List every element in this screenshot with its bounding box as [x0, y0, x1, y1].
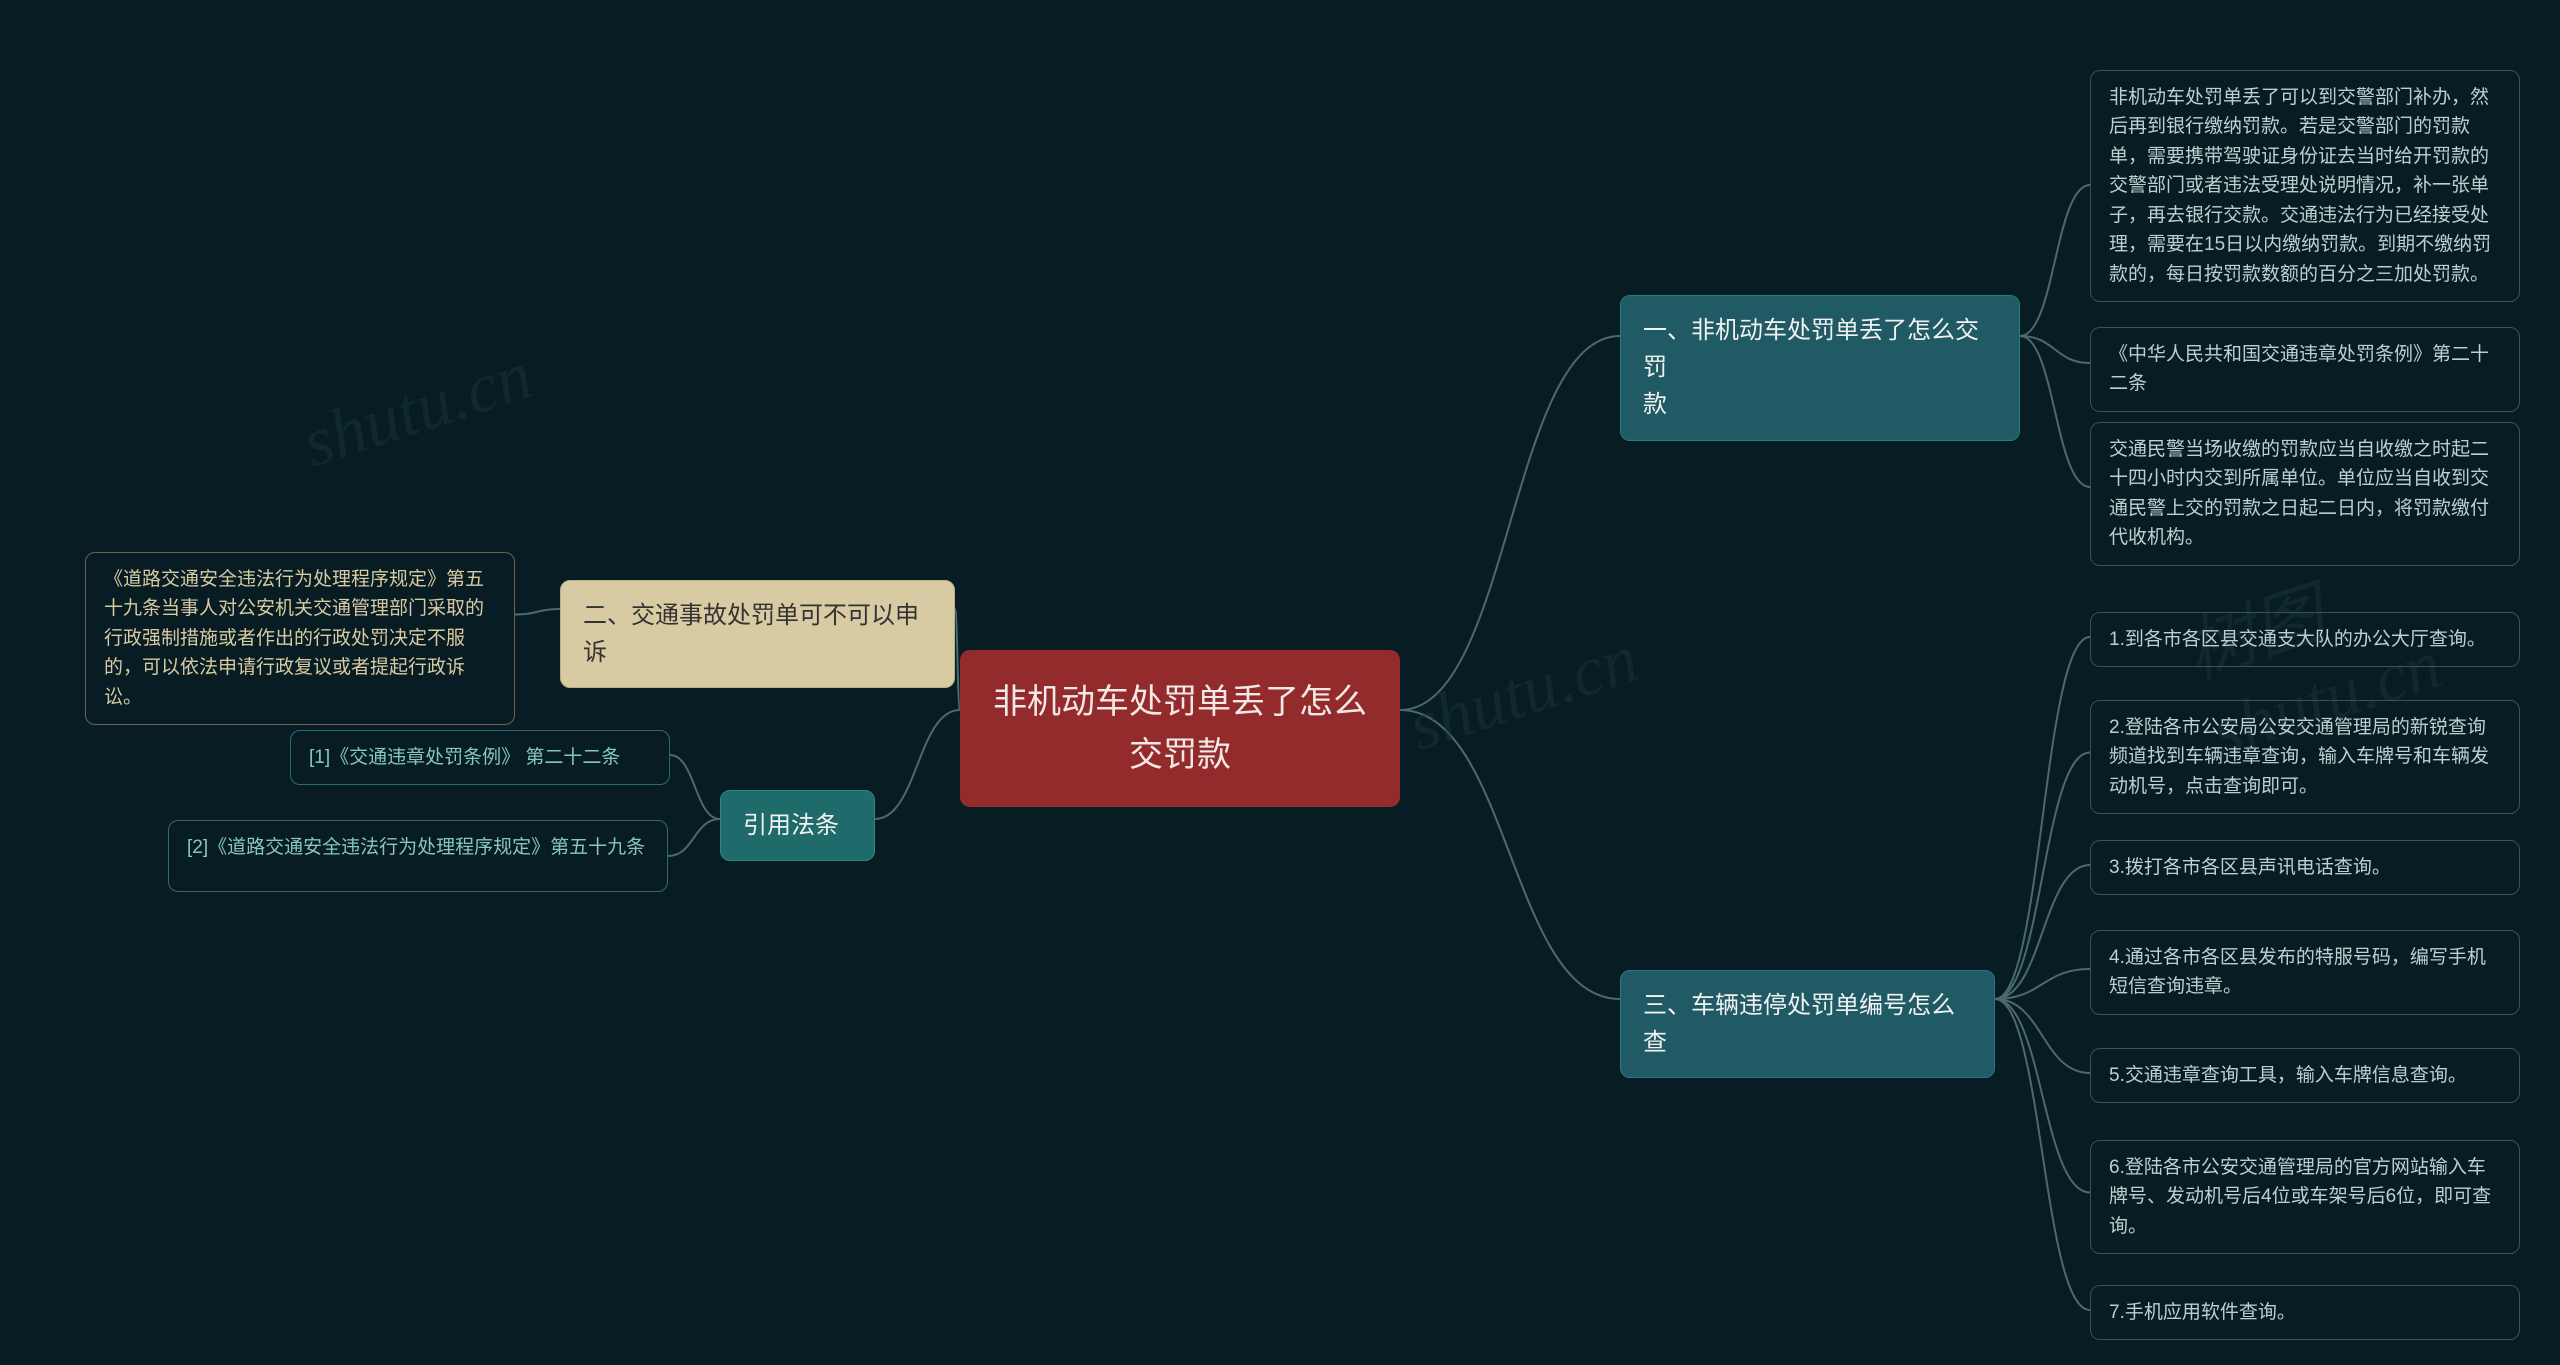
leaf-node[interactable]: 非机动车处罚单丢了可以到交警部门补办，然后再到银行缴纳罚款。若是交警部门的罚款单… [2090, 70, 2520, 302]
branch-node[interactable]: 一、非机动车处罚单丢了怎么交罚 款 [1620, 295, 2020, 441]
leaf-node[interactable]: 5.交通违章查询工具，输入车牌信息查询。 [2090, 1048, 2520, 1103]
leaf-node[interactable]: 7.手机应用软件查询。 [2090, 1285, 2520, 1340]
leaf-node[interactable]: 《中华人民共和国交通违章处罚条例》第二十二条 [2090, 327, 2520, 412]
root-node[interactable]: 非机动车处罚单丢了怎么 交罚款 [960, 650, 1400, 807]
leaf-node[interactable]: 4.通过各市各区县发布的特服号码，编写手机短信查询违章。 [2090, 930, 2520, 1015]
leaf-node[interactable]: 1.到各市各区县交通支大队的办公大厅查询。 [2090, 612, 2520, 667]
branch-node[interactable]: 三、车辆违停处罚单编号怎么查 [1620, 970, 1995, 1078]
mindmap-canvas: shutu.cn树图 shutu.cn树图 shutu.cn非机动车处罚单丢了怎… [0, 0, 2560, 1365]
branch-node[interactable]: 引用法条 [720, 790, 875, 861]
branch-node[interactable]: 二、交通事故处罚单可不可以申诉 [560, 580, 955, 688]
leaf-node[interactable]: [2]《道路交通安全违法行为处理程序规定》第五十九条 [168, 820, 668, 892]
leaf-node[interactable]: 3.拨打各市各区县声讯电话查询。 [2090, 840, 2520, 895]
leaf-node[interactable]: 交通民警当场收缴的罚款应当自收缴之时起二十四小时内交到所属单位。单位应当自收到交… [2090, 422, 2520, 566]
leaf-node[interactable]: [1]《交通违章处罚条例》 第二十二条 [290, 730, 670, 785]
watermark: shutu.cn [293, 336, 541, 485]
leaf-node[interactable]: 2.登陆各市公安局公安交通管理局的新锐查询频道找到车辆违章查询，输入车牌号和车辆… [2090, 700, 2520, 814]
leaf-node[interactable]: 6.登陆各市公安交通管理局的官方网站输入车牌号、发动机号后4位或车架号后6位，即… [2090, 1140, 2520, 1254]
leaf-node[interactable]: 《道路交通安全违法行为处理程序规定》第五十九条当事人对公安机关交通管理部门采取的… [85, 552, 515, 725]
